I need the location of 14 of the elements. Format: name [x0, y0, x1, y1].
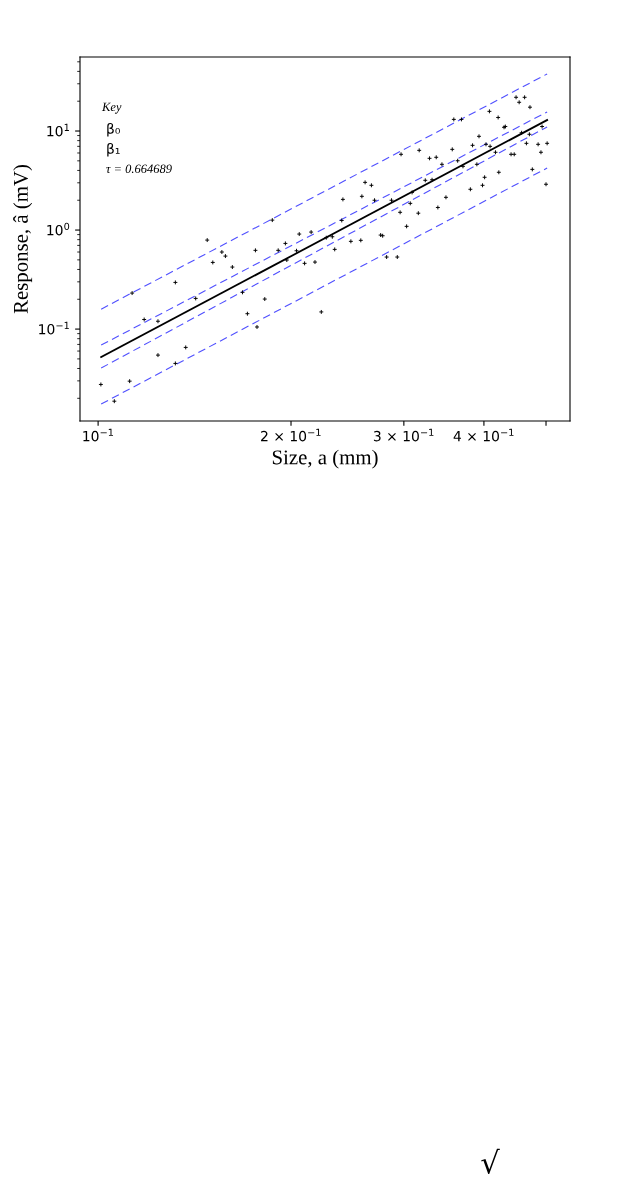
y-axis-title: Response, â (mV) [13, 164, 33, 314]
annotation: β₀ [107, 123, 120, 137]
x-tick-label: 4 × 10$^{−1}$ [453, 428, 514, 442]
y-tick-label: 10$^{1}$ [47, 123, 69, 137]
x-tick-label: 3 × 10$^{−1}$ [373, 428, 434, 442]
annotation: β₁ [107, 143, 120, 157]
x-axis-title: Size, a (mm) [272, 449, 378, 469]
y-tick-label: 10$^{0}$ [47, 222, 70, 236]
annotation: Key [101, 102, 122, 114]
x-tick-label: 2 × 10$^{−1}$ [261, 428, 321, 442]
annotation: τ = 0.664689 [106, 164, 172, 174]
text: √ [481, 1148, 500, 1175]
x-tick-label: 10$^{−1}$ [83, 428, 114, 442]
y-tick-label: 10$^{−1}$ [39, 321, 69, 335]
